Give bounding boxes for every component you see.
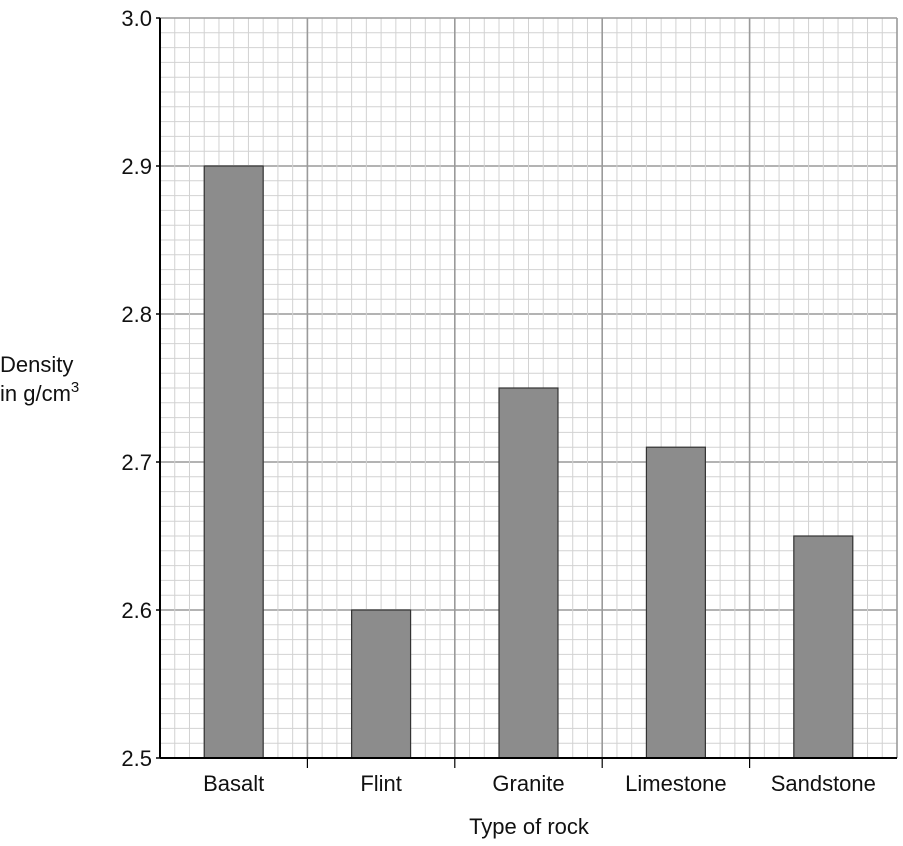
x-tick-label: Flint	[360, 771, 402, 796]
y-tick-label: 2.8	[121, 302, 152, 327]
x-tick-label: Basalt	[203, 771, 264, 796]
x-tick-labels: Basalt Flint Granite Limestone Sandstone	[203, 758, 876, 796]
y-axis-label-line1: Density	[0, 352, 73, 377]
bar-limestone	[645, 446, 706, 759]
bar-flint	[351, 609, 412, 759]
y-tick-label: 2.5	[121, 746, 152, 771]
y-tick-label: 3.0	[121, 6, 152, 31]
y-tick-label: 2.9	[121, 154, 152, 179]
bar-basalt	[203, 165, 264, 759]
y-tick-labels: 2.5 2.6 2.7 2.8 2.9 3.0	[121, 6, 160, 771]
y-axis-label-line2: in g/cm3	[0, 379, 79, 406]
axes	[159, 18, 897, 759]
x-tick-label: Limestone	[625, 771, 727, 796]
bar-sandstone	[793, 535, 854, 759]
y-axis-label-unit: in g/cm	[0, 381, 71, 406]
x-tick-label: Granite	[492, 771, 564, 796]
y-tick-label: 2.7	[121, 450, 152, 475]
y-tick-label: 2.6	[121, 598, 152, 623]
x-tick-label: Sandstone	[771, 771, 876, 796]
y-axis-label-superscript: 3	[71, 379, 79, 396]
bars	[203, 165, 854, 759]
x-axis-label: Type of rock	[469, 814, 590, 839]
bar-granite	[498, 387, 559, 759]
